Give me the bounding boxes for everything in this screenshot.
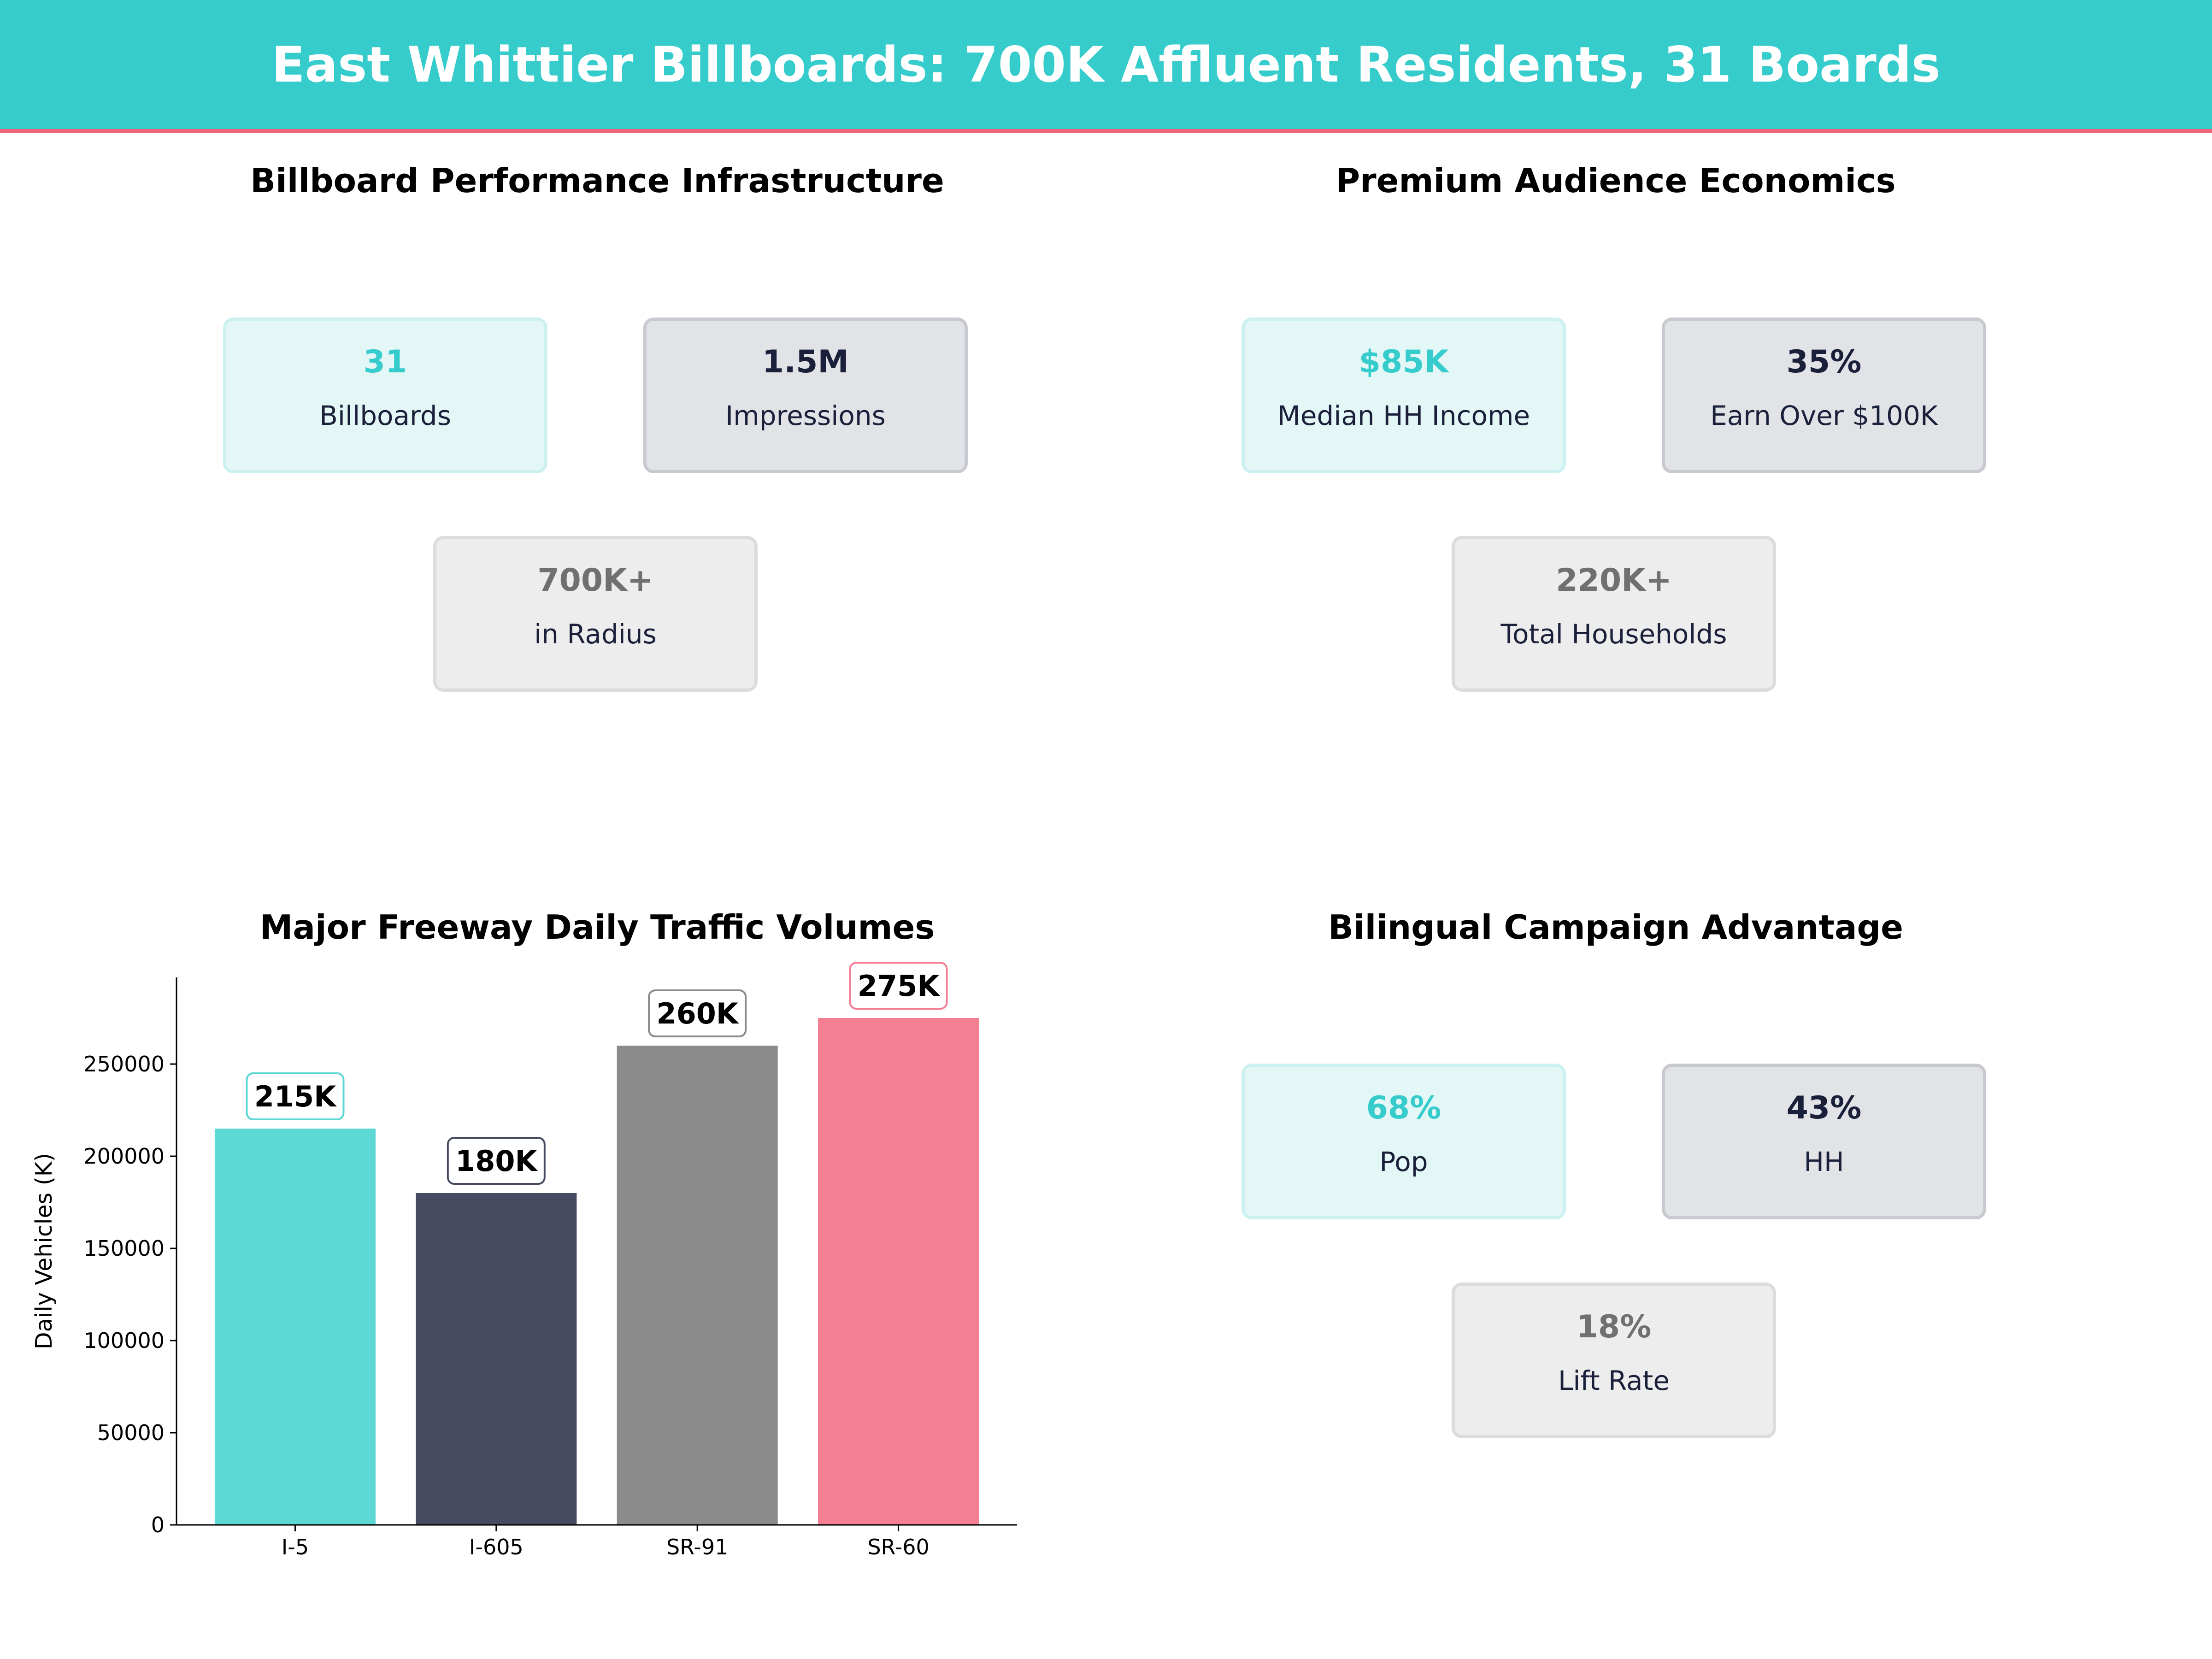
stat-value: 1.5M [762, 344, 849, 380]
stat-card-over-100k: 35% Earn Over $100K [1662, 318, 1986, 473]
stat-label: Median HH Income [1277, 400, 1530, 431]
stat-card-impressions: 1.5M Impressions [643, 318, 968, 473]
data-label: 260K [656, 997, 739, 1030]
stat-value: 43% [1786, 1090, 1862, 1126]
stat-label: Impressions [725, 400, 886, 431]
data-label-box [447, 1137, 546, 1185]
traffic-bar-chart: 0 50000 100000 150000 200000 250000 I-5 I-605 S… [31, 962, 1017, 1559]
y-tick-label: 200000 [83, 1144, 165, 1169]
stat-label: Lift Rate [1558, 1365, 1670, 1396]
y-tick-label: 150000 [83, 1236, 165, 1261]
stat-card-hh: 43% HH [1662, 1064, 1986, 1219]
stat-value: 31 [363, 344, 407, 380]
stat-value: 220K+ [1556, 562, 1672, 599]
stat-card-radius: 700K+ in Radius [433, 536, 758, 692]
x-tick-label: I-5 [282, 1535, 309, 1559]
stat-label: HH [1804, 1146, 1844, 1177]
bar-I-605 [416, 1193, 577, 1525]
x-tick-label: SR-91 [666, 1535, 728, 1559]
chart-title: Major Freeway Daily Traffic Volumes [259, 908, 935, 947]
stat-card-lift-rate: 18% Lift Rate [1452, 1282, 1776, 1438]
stat-label: in Radius [534, 618, 657, 650]
stat-value: 18% [1576, 1309, 1652, 1345]
stat-label: Billboards [319, 400, 451, 431]
stat-value: $85K [1359, 344, 1449, 380]
stat-card-pop: 68% Pop [1241, 1064, 1566, 1219]
y-axis-label: Daily Vehicles (K) [31, 1153, 57, 1349]
stat-label: Pop [1379, 1146, 1428, 1177]
data-label-box [648, 989, 747, 1037]
page-title: East Whittier Billboards: 700K Affluent … [271, 36, 1941, 93]
data-label-box [246, 1072, 345, 1120]
data-label: 180K [455, 1144, 538, 1178]
y-tick-label: 0 [151, 1512, 165, 1537]
stat-value: 700K+ [537, 562, 653, 599]
y-tick-label: 250000 [83, 1052, 165, 1077]
stat-card-median-income: $85K Median HH Income [1241, 318, 1566, 473]
bar-I-5 [214, 1129, 376, 1525]
y-tick-label: 50000 [97, 1420, 165, 1445]
header-banner: East Whittier Billboards: 700K Affluent … [0, 0, 2212, 133]
bar-SR-91 [617, 1046, 778, 1525]
bar-SR-60 [818, 1018, 979, 1525]
y-tick-label: 100000 [83, 1328, 165, 1353]
panel-title-infrastructure: Billboard Performance Infrastructure [250, 161, 944, 200]
stat-label: Earn Over $100K [1710, 400, 1938, 431]
stat-value: 68% [1366, 1090, 1441, 1126]
panel-title-bilingual: Bilingual Campaign Advantage [1328, 908, 1903, 947]
stat-label: Total Households [1500, 618, 1727, 650]
stat-value: 35% [1786, 344, 1862, 380]
panel-title-economics: Premium Audience Economics [1335, 161, 1896, 200]
data-label: 275K [858, 969, 940, 1003]
stat-card-households: 220K+ Total Households [1452, 536, 1776, 692]
stat-card-billboards: 31 Billboards [223, 318, 547, 473]
x-tick-label: I-605 [469, 1535, 524, 1559]
x-tick-label: SR-60 [867, 1535, 929, 1559]
data-label-box [849, 962, 948, 1010]
data-label: 215K [254, 1080, 337, 1113]
